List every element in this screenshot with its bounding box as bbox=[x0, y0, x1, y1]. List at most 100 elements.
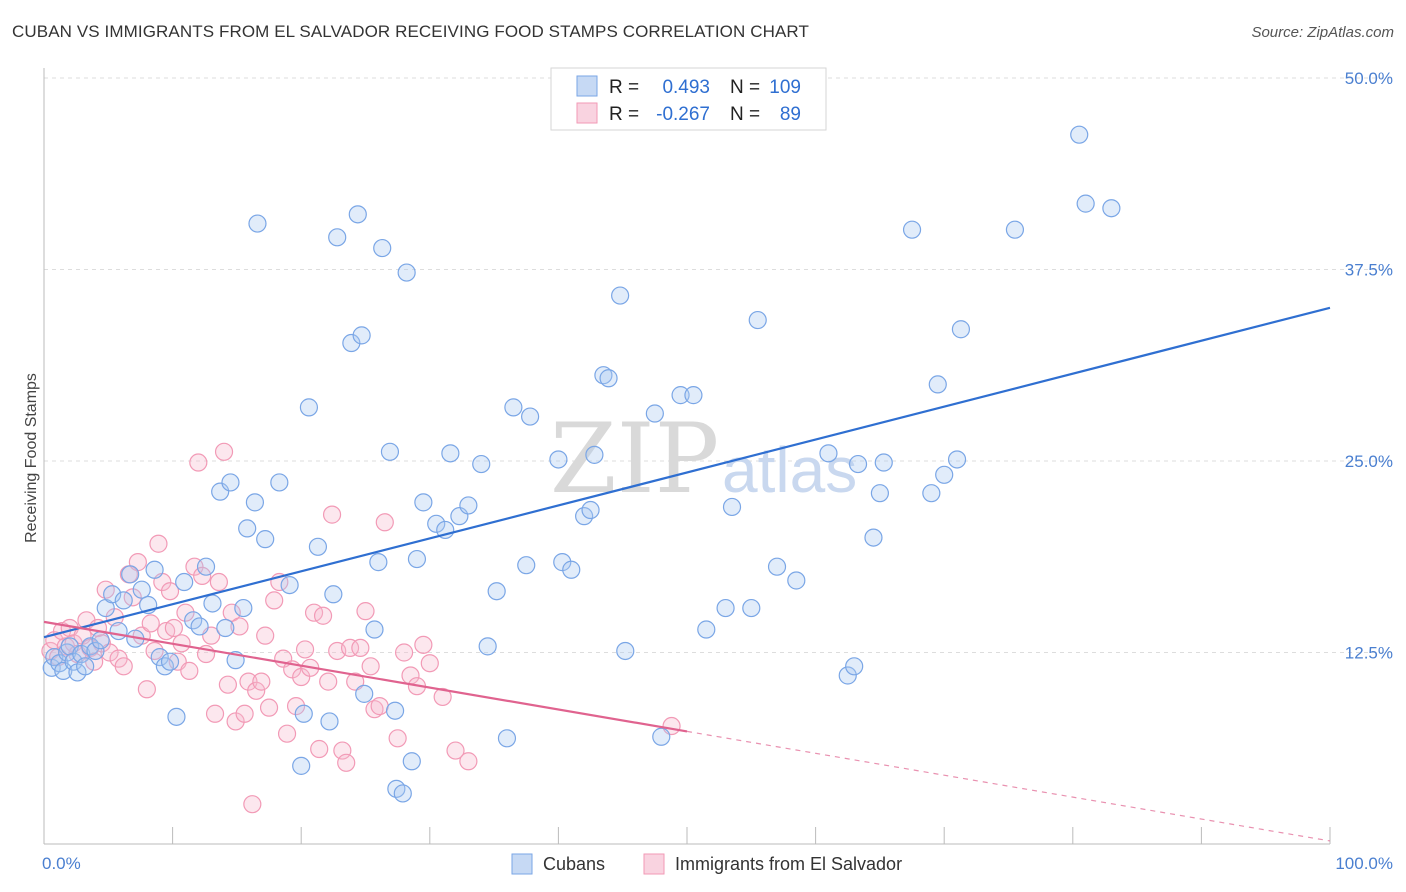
salvador-point-52 bbox=[256, 626, 275, 645]
cubans-point-22 bbox=[150, 647, 169, 667]
cubans-point-47 bbox=[324, 585, 343, 604]
cubans-point-90 bbox=[697, 620, 716, 639]
x-tick-label-min: 0.0% bbox=[42, 854, 81, 873]
trend-line-salvador-extension bbox=[686, 730, 1331, 842]
series-legend: Cubans Immigrants from El Salvador bbox=[511, 853, 902, 875]
cubans-point-75 bbox=[521, 407, 540, 426]
salvador-point-67 bbox=[322, 505, 342, 524]
salvador-point-49 bbox=[243, 795, 262, 814]
salvador-point-42 bbox=[214, 442, 234, 461]
cubans-point-39 bbox=[256, 530, 275, 549]
cubans-point-94 bbox=[748, 310, 767, 330]
cubans-point-78 bbox=[562, 560, 581, 579]
cubans-point-12 bbox=[91, 631, 110, 650]
salvador-point-14 bbox=[96, 580, 115, 599]
cubans-point-104 bbox=[902, 220, 922, 239]
legend-r-label-salvador: R = bbox=[609, 104, 639, 125]
cubans-point-93 bbox=[742, 598, 761, 618]
cubans-point-9 bbox=[76, 657, 95, 676]
cubans-point-11 bbox=[86, 641, 105, 661]
cubans-point-3 bbox=[54, 661, 73, 680]
cubans-point-37 bbox=[245, 493, 265, 512]
watermark-atlas: atlas bbox=[722, 434, 857, 506]
cubans-point-92 bbox=[722, 497, 742, 517]
y-tick-label-2: 37.5% bbox=[1345, 261, 1393, 280]
cubans-point-28 bbox=[190, 617, 209, 636]
grid-lines bbox=[44, 77, 1394, 653]
y-axis-title: Receiving Food Stamps bbox=[23, 373, 40, 543]
cubans-point-84 bbox=[611, 286, 630, 305]
salvador-point-43 bbox=[218, 675, 237, 694]
cubans-point-44 bbox=[299, 398, 319, 417]
watermark-zip: ZIP bbox=[550, 403, 719, 515]
cubans-point-66 bbox=[441, 444, 460, 463]
trend-lines bbox=[43, 306, 1331, 842]
cubans-point-110 bbox=[1005, 220, 1025, 239]
cubans-point-32 bbox=[216, 618, 235, 638]
salvador-point-47 bbox=[235, 704, 254, 723]
cubans-point-82 bbox=[594, 366, 613, 385]
cubans-point-45 bbox=[308, 537, 328, 556]
salvador-point-66 bbox=[319, 672, 338, 691]
salvador-point-44 bbox=[222, 603, 241, 622]
salvador-point-77 bbox=[370, 697, 389, 716]
cubans-point-69 bbox=[472, 454, 491, 474]
cubans-point-112 bbox=[1076, 194, 1095, 213]
cubans-point-49 bbox=[342, 333, 361, 353]
cubans-point-21 bbox=[145, 560, 164, 579]
salvador-point-15 bbox=[100, 643, 119, 662]
cubans-point-70 bbox=[478, 637, 497, 656]
salvador-point-84 bbox=[420, 654, 439, 673]
salvador-point-51 bbox=[252, 672, 271, 691]
salvador-point-48 bbox=[239, 672, 258, 691]
salvador-point-29 bbox=[160, 582, 180, 601]
cubans-point-100 bbox=[848, 454, 868, 474]
cubans-point-96 bbox=[787, 571, 806, 590]
salvador-point-71 bbox=[340, 638, 360, 658]
legend-swatch-cubans bbox=[576, 75, 598, 97]
salvador-point-83 bbox=[414, 635, 433, 654]
salvador-point-23 bbox=[137, 680, 156, 699]
cubans-point-15 bbox=[109, 621, 128, 641]
legend-n-label-cubans: N = bbox=[730, 77, 760, 98]
y-tick-label-1: 25.0% bbox=[1345, 452, 1393, 471]
cubans-point-74 bbox=[517, 556, 536, 575]
salvador-point-87 bbox=[459, 752, 478, 771]
cubans-point-24 bbox=[160, 652, 180, 671]
bottom-legend-swatch-cubans bbox=[511, 853, 533, 875]
cubans-point-31 bbox=[211, 482, 230, 501]
legend-n-label-salvador: N = bbox=[730, 104, 760, 125]
cubans-point-71 bbox=[487, 582, 506, 601]
cubans-point-105 bbox=[922, 484, 941, 503]
y-tick-label-3: 50.0% bbox=[1345, 69, 1393, 88]
cubans-point-35 bbox=[234, 598, 253, 618]
y-tick-labels: 12.5% 25.0% 37.5% 50.0% bbox=[1345, 69, 1393, 663]
cubans-point-63 bbox=[414, 493, 433, 512]
salvador-point-26 bbox=[149, 534, 168, 553]
chart-title: CUBAN VS IMMIGRANTS FROM EL SALVADOR REC… bbox=[12, 22, 809, 41]
salvador-point-80 bbox=[394, 643, 414, 662]
salvador-point-74 bbox=[356, 602, 375, 621]
cubans-point-106 bbox=[928, 375, 947, 394]
legend-r-value-salvador: -0.267 bbox=[656, 104, 710, 125]
cubans-point-107 bbox=[935, 465, 954, 484]
salvador-point-50 bbox=[247, 681, 266, 700]
cubans-point-6 bbox=[64, 652, 83, 671]
legend-n-value-cubans: 109 bbox=[769, 77, 801, 98]
legend-swatch-salvador bbox=[576, 102, 598, 124]
cubans-point-87 bbox=[652, 727, 671, 746]
cubans-point-50 bbox=[348, 205, 367, 224]
cubans-point-101 bbox=[864, 528, 883, 547]
salvador-point-76 bbox=[365, 700, 384, 719]
salvador-point-65 bbox=[313, 606, 333, 625]
cubans-point-38 bbox=[248, 214, 267, 233]
cubans-point-29 bbox=[196, 557, 216, 576]
cubans-point-59 bbox=[393, 784, 412, 803]
cubans-point-26 bbox=[175, 572, 194, 592]
salvador-point-64 bbox=[310, 739, 329, 759]
salvador-point-73 bbox=[351, 638, 370, 658]
salvador-point-30 bbox=[164, 618, 183, 638]
cubans-point-30 bbox=[203, 594, 222, 613]
cubans-point-33 bbox=[221, 473, 240, 492]
